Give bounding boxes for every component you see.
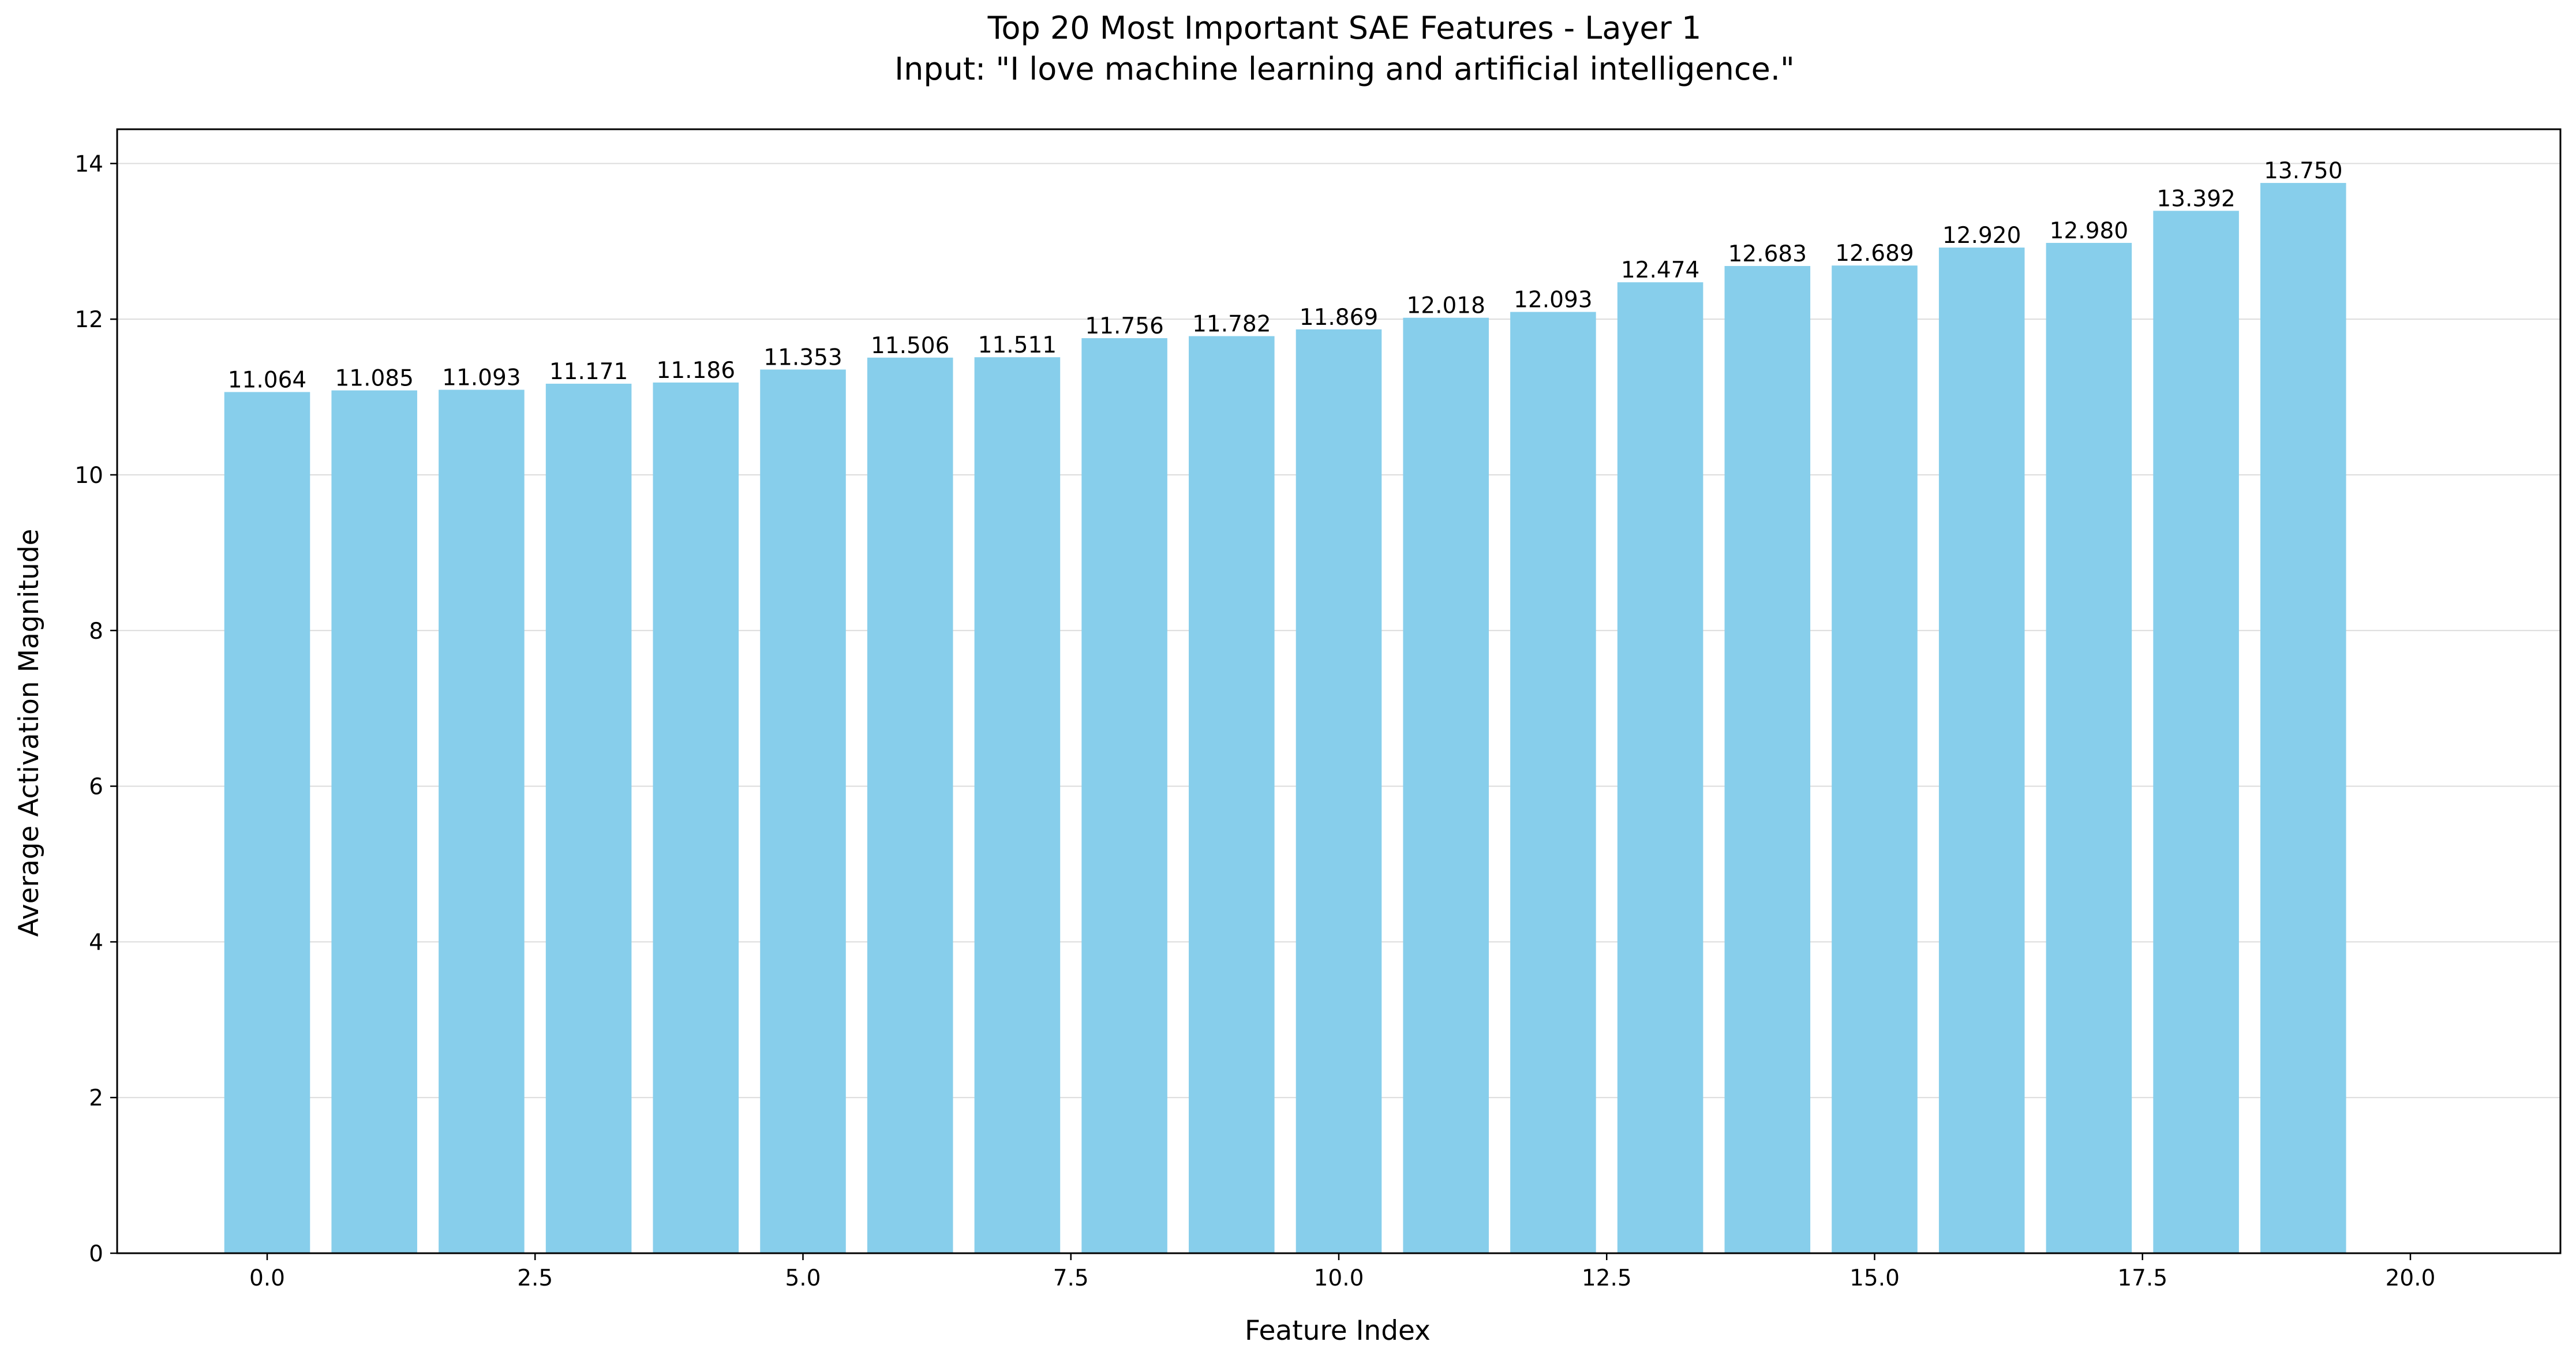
bar-value-label: 12.689 xyxy=(1835,241,1914,267)
bar-value-label: 11.171 xyxy=(549,359,628,385)
x-tick-label: 15.0 xyxy=(1849,1265,1900,1291)
bar xyxy=(439,389,525,1253)
bar-value-label: 13.750 xyxy=(2264,158,2342,184)
bar xyxy=(1189,336,1275,1254)
y-tick-label: 12 xyxy=(74,307,103,333)
bar-value-label: 11.093 xyxy=(442,365,521,391)
bar-value-label: 12.980 xyxy=(2050,218,2128,244)
x-tick-label: 7.5 xyxy=(1053,1265,1089,1291)
bar xyxy=(1510,312,1596,1253)
bar xyxy=(331,390,417,1253)
y-axis: 0 2 4 6 8 10 12 14 xyxy=(74,151,117,1267)
bar-value-label: 12.093 xyxy=(1514,287,1592,313)
bar-value-label: 11.506 xyxy=(871,333,949,359)
x-tick-label: 2.5 xyxy=(517,1265,553,1291)
bars xyxy=(224,183,2346,1254)
y-tick-label: 8 xyxy=(89,619,103,644)
y-tick-label: 14 xyxy=(74,151,103,177)
x-tick-label: 5.0 xyxy=(785,1265,821,1291)
bar xyxy=(1617,282,1703,1254)
bar-value-label: 12.920 xyxy=(1942,223,2021,249)
chart-title-line1: Top 20 Most Important SAE Features - Lay… xyxy=(987,10,1702,46)
bar xyxy=(1832,265,1918,1254)
bar-value-label: 12.683 xyxy=(1728,241,1807,267)
y-axis-label: Average Activation Magnitude xyxy=(13,529,45,936)
bar-value-label: 12.474 xyxy=(1621,257,1699,283)
bar xyxy=(2153,211,2239,1253)
y-tick-label: 4 xyxy=(89,930,103,955)
bar xyxy=(545,383,632,1253)
chart-title-line2: Input: "I love machine learning and arti… xyxy=(894,51,1795,87)
bar xyxy=(1403,317,1489,1254)
y-tick-label: 10 xyxy=(74,463,103,489)
bar xyxy=(224,392,310,1254)
x-axis: 0.0 2.5 5.0 7.5 10.0 12.5 15.0 17.5 20.0 xyxy=(249,1253,2435,1291)
bar xyxy=(974,357,1061,1253)
x-tick-label: 0.0 xyxy=(249,1265,285,1291)
x-tick-label: 20.0 xyxy=(2386,1265,2436,1291)
bar-value-label: 11.353 xyxy=(763,344,842,370)
bar-value-label: 11.085 xyxy=(335,366,413,392)
bar-value-label: 11.064 xyxy=(228,367,306,393)
y-tick-label: 6 xyxy=(89,774,103,800)
bar xyxy=(867,357,953,1253)
x-tick-label: 17.5 xyxy=(2117,1265,2167,1291)
y-tick-label: 2 xyxy=(89,1085,103,1111)
bar-value-label: 11.869 xyxy=(1300,305,1378,331)
bar xyxy=(653,382,739,1253)
bar xyxy=(2260,183,2346,1253)
bar xyxy=(1938,248,2025,1254)
x-tick-label: 12.5 xyxy=(1582,1265,1632,1291)
x-tick-label: 10.0 xyxy=(1314,1265,1364,1291)
plot-frame xyxy=(116,128,2562,1254)
x-axis-label: Feature Index xyxy=(1245,1315,1431,1347)
bar-value-label: 13.392 xyxy=(2156,186,2235,212)
y-tick-label: 0 xyxy=(89,1241,103,1267)
bar-value-label: 11.511 xyxy=(978,332,1057,358)
bar-value-label: 11.756 xyxy=(1085,313,1163,339)
bar-value-label: 11.186 xyxy=(657,358,735,384)
bar xyxy=(1081,338,1167,1253)
data-labels: 11.064 11.085 11.093 11.171 11.186 11.353 11.5… xyxy=(228,158,2343,393)
bar xyxy=(760,369,846,1253)
bar xyxy=(2046,242,2132,1253)
bar-value-label: 11.782 xyxy=(1192,312,1271,338)
bar xyxy=(1296,329,1382,1254)
bar xyxy=(1724,266,1811,1253)
bar-value-label: 12.018 xyxy=(1406,293,1485,319)
